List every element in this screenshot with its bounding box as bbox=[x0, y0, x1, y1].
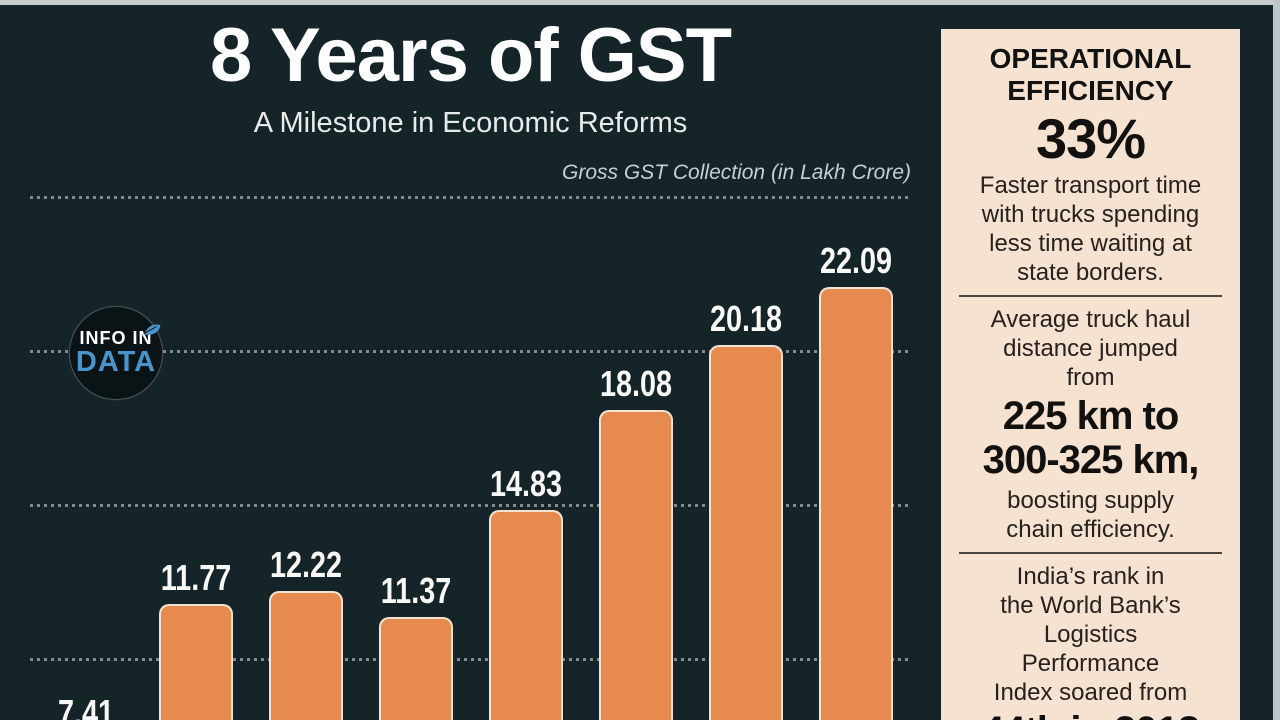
top-edge-strip bbox=[0, 0, 1280, 5]
sidebar-panel: OPERATIONAL EFFICIENCY 33% Faster transp… bbox=[941, 29, 1240, 720]
stat-33-text: Faster transport time with trucks spendi… bbox=[979, 172, 1202, 286]
bar-value-label-5: 14.83 bbox=[489, 463, 563, 505]
sidebar-divider-1 bbox=[959, 295, 1222, 297]
bar-value-label-7: 20.18 bbox=[709, 298, 783, 340]
bar-value-label-1: 7.41 bbox=[57, 691, 115, 720]
bar-2 bbox=[159, 604, 233, 720]
infoindata-logo: INFO IN DATA bbox=[69, 306, 163, 400]
stat-haul-outro: boosting supply chain efficiency. bbox=[1006, 487, 1175, 543]
chart-caption: Gross GST Collection (in Lakh Crore) bbox=[562, 161, 911, 184]
feather-icon bbox=[142, 324, 160, 335]
sidebar-divider-2 bbox=[959, 552, 1222, 554]
stat-haul-intro: Average truck haul distance jumped from bbox=[990, 306, 1191, 391]
bar-value-label-6: 18.08 bbox=[599, 363, 673, 405]
page-subtitle: A Milestone in Economic Reforms bbox=[253, 107, 688, 139]
bar-value-label-3: 12.22 bbox=[269, 543, 343, 585]
bar-value-label-2: 11.77 bbox=[160, 557, 232, 599]
page-title: 8 Years of GST bbox=[209, 13, 732, 98]
logo-text-bottom: DATA bbox=[75, 346, 157, 378]
bar-value-label-8: 22.09 bbox=[819, 239, 893, 281]
bar-3 bbox=[269, 590, 343, 720]
right-edge-strip bbox=[1273, 0, 1280, 720]
bar-value-label-4: 11.37 bbox=[380, 569, 452, 611]
gridline-10 bbox=[30, 658, 910, 661]
bar-4 bbox=[379, 616, 453, 720]
gridline-15 bbox=[30, 504, 910, 507]
gridline-20 bbox=[30, 350, 910, 353]
bar-7 bbox=[709, 345, 783, 720]
bar-5 bbox=[489, 510, 563, 720]
gridline-25 bbox=[30, 196, 910, 199]
stat-haul-distance: 225 km to 300-325 km, bbox=[982, 394, 1200, 482]
stat-lpi-intro: India’s rank in the World Bank’s Logisti… bbox=[993, 563, 1188, 706]
stat-lpi-rank: 44th in 2018 bbox=[955, 709, 1226, 720]
chart-area: 8 Years of GST A Milestone in Economic R… bbox=[30, 13, 911, 720]
bar-6 bbox=[599, 410, 673, 720]
logo-text-top: INFO IN bbox=[79, 324, 160, 348]
sidebar-heading: OPERATIONAL EFFICIENCY bbox=[989, 43, 1192, 106]
stat-33-percent: 33% bbox=[1035, 107, 1146, 170]
logo-line1-text: INFO IN bbox=[79, 328, 153, 348]
bar-8 bbox=[819, 286, 893, 720]
